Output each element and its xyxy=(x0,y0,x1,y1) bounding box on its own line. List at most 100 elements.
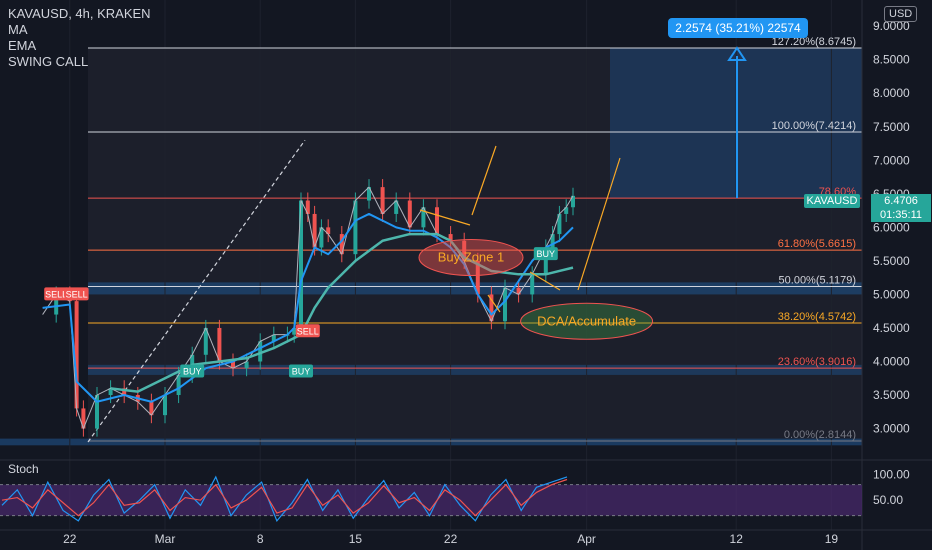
signal-badge xyxy=(44,287,69,301)
stoch-tick-label: 100.00 xyxy=(873,467,910,481)
time-tick-label: 8 xyxy=(257,532,264,546)
candle-body xyxy=(299,200,303,328)
candle-body xyxy=(543,247,548,275)
last-price-value: 6.4706 xyxy=(884,195,918,207)
fib-label: 50.00%(5.1179) xyxy=(779,275,856,287)
price-tick-label: 3.0000 xyxy=(873,422,910,436)
projection-arrow xyxy=(471,145,497,216)
projection-arrow xyxy=(529,271,561,291)
candle-body xyxy=(108,388,113,396)
candle-body xyxy=(557,213,562,235)
price-tick-label: 7.0000 xyxy=(873,153,910,167)
signal-label: BUY xyxy=(183,367,202,377)
candle-body xyxy=(571,195,575,208)
signal-label: SELL xyxy=(66,289,88,299)
candle-body xyxy=(435,207,439,235)
zone-label: DCA/Accumulate xyxy=(537,313,636,328)
candle-body xyxy=(258,341,263,362)
candle-body xyxy=(176,374,181,396)
signal-badge xyxy=(533,247,558,261)
chart-legend: KAVAUSD, 4h, KRAKEN MA EMA SWING CALL xyxy=(8,6,151,70)
candle-body xyxy=(462,240,467,261)
candle-body xyxy=(163,395,167,416)
candle-body xyxy=(149,401,154,416)
signal-badge xyxy=(295,324,320,338)
candle-body xyxy=(326,227,331,235)
candle-body xyxy=(54,294,59,315)
symbol-price-tag: KAVAUSD xyxy=(804,194,860,208)
price-tick-label: 6.0000 xyxy=(873,220,910,234)
time-tick-label: 12 xyxy=(730,532,744,546)
last-price-tag: 6.4706 01:35:11 xyxy=(871,194,931,222)
time-tick-label: 15 xyxy=(349,532,363,546)
fib-label: 38.20%(4.5742) xyxy=(778,311,856,323)
candle-body xyxy=(74,301,79,409)
price-tick-label: 4.5000 xyxy=(873,321,910,335)
legend-item-ema[interactable]: EMA xyxy=(8,38,37,53)
signal-badge xyxy=(289,364,313,378)
fib-label: 127.20%(8.6745) xyxy=(772,36,856,48)
zone-ellipse xyxy=(520,302,654,340)
trend-line xyxy=(87,139,306,443)
fib-label: 100.00%(7.4214) xyxy=(772,120,856,132)
legend-item-swing-call[interactable]: SWING CALL xyxy=(8,54,89,69)
signal-label: BUY xyxy=(292,367,311,377)
stoch-k-line xyxy=(1,475,568,522)
signal-badge xyxy=(180,364,205,378)
ma-line xyxy=(42,212,574,403)
time-tick-label: 19 xyxy=(825,532,839,546)
candle-body xyxy=(367,187,371,201)
price-tick-label: 8.5000 xyxy=(873,53,910,67)
candle-body xyxy=(244,361,249,369)
bar-countdown: 01:35:11 xyxy=(879,209,922,221)
candle-body xyxy=(271,334,276,342)
signal-label: SELL xyxy=(45,289,67,299)
currency-badge[interactable]: USD xyxy=(884,6,918,22)
stoch-d-line xyxy=(1,478,568,517)
time-tick-label: Apr xyxy=(577,532,596,546)
zone-label: Buy Zone 1 xyxy=(438,250,505,265)
legend-item-ma[interactable]: MA xyxy=(8,22,28,37)
stoch-indicator-label[interactable]: Stoch xyxy=(8,462,39,476)
signal-badge xyxy=(64,287,89,301)
candle-body xyxy=(421,207,426,228)
legend-symbol: KAVAUSD, 4h, KRAKEN xyxy=(8,6,151,21)
candle-body xyxy=(530,274,535,295)
zone-band-0 xyxy=(0,438,862,446)
projection-arrow xyxy=(487,294,501,313)
price-tick-label: 5.0000 xyxy=(873,287,910,301)
candle-body xyxy=(516,287,521,295)
candle-body xyxy=(231,361,235,369)
candle-body xyxy=(95,395,99,429)
ema-line xyxy=(110,232,574,393)
price-line xyxy=(42,186,574,430)
candle-body xyxy=(292,327,297,335)
candle-body xyxy=(489,294,494,322)
price-tick-label: 5.5000 xyxy=(873,254,910,268)
stoch-tick-label: 50.00 xyxy=(873,493,903,507)
candle-body xyxy=(305,200,310,214)
fib-label: 23.60%(3.9016) xyxy=(778,356,856,368)
candle-body xyxy=(448,234,453,241)
price-tick-label: 4.0000 xyxy=(873,354,910,368)
signal-label: BUY xyxy=(537,249,556,259)
candle-body xyxy=(339,234,344,255)
price-tick-label: 8.0000 xyxy=(873,86,910,100)
fib-label: 61.80%(5.6615) xyxy=(778,238,856,250)
candle-body xyxy=(217,327,222,362)
candle-body xyxy=(122,388,127,396)
candle-body xyxy=(475,260,480,295)
candle-body xyxy=(380,187,385,214)
projection-arrow xyxy=(419,209,471,226)
price-tick-label: 3.5000 xyxy=(873,388,910,402)
time-tick-label: Mar xyxy=(155,532,176,546)
candle-body xyxy=(203,327,208,355)
measure-arrowhead xyxy=(727,46,747,61)
price-tick-label: 9.0000 xyxy=(873,19,910,33)
candle-body xyxy=(503,287,507,322)
candle-body xyxy=(353,200,358,255)
signal-label: SELL xyxy=(297,326,319,336)
candle-body xyxy=(81,408,86,429)
candle-body xyxy=(564,207,569,214)
